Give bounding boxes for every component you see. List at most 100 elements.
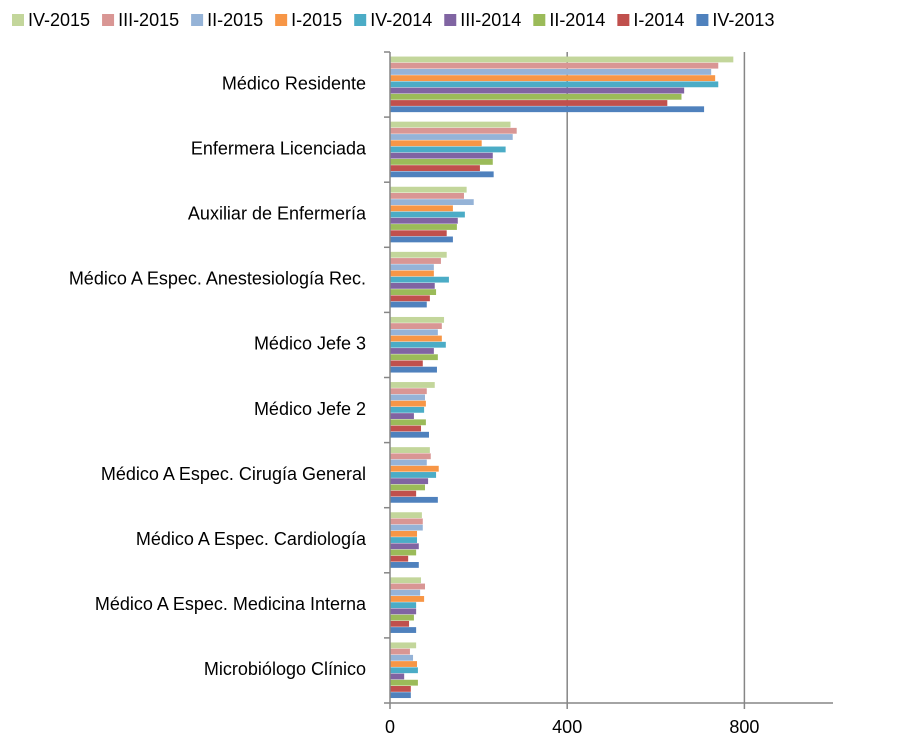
- y-tick-label: Médico Jefe 3: [254, 334, 366, 354]
- bar: [390, 341, 446, 348]
- bar: [390, 360, 423, 367]
- bar: [390, 577, 422, 584]
- bar: [390, 388, 427, 395]
- bar: [390, 394, 425, 401]
- bar: [390, 524, 423, 531]
- legend-label: I-2015: [291, 10, 342, 30]
- bar: [390, 68, 712, 75]
- bar: [390, 673, 405, 680]
- legend-label: III-2015: [118, 10, 179, 30]
- bar: [390, 543, 419, 550]
- bar: [390, 276, 449, 283]
- bar: [390, 400, 426, 407]
- bar: [390, 81, 719, 88]
- bar: [390, 100, 668, 106]
- bar: [390, 627, 417, 633]
- legend-swatch: [444, 14, 457, 26]
- bar: [390, 484, 425, 491]
- bar: [390, 562, 419, 568]
- bar: [390, 329, 438, 336]
- y-tick-label: Médico A Espec. Cardiología: [136, 529, 367, 549]
- bar: [390, 472, 437, 478]
- bar: [390, 264, 434, 271]
- bar: [390, 270, 434, 277]
- bar: [390, 236, 453, 243]
- legend-swatch: [354, 14, 367, 26]
- bar: [390, 192, 464, 199]
- bar: [390, 366, 437, 373]
- bar: [390, 121, 511, 128]
- bar: [390, 642, 417, 649]
- bar: [390, 530, 418, 537]
- bar: [390, 555, 409, 562]
- bar: [390, 87, 685, 94]
- legend-label: II-2014: [549, 10, 605, 30]
- y-tick-label: Médico Residente: [222, 73, 366, 93]
- bar: [390, 654, 414, 661]
- bar: [390, 295, 430, 302]
- bar: [390, 152, 493, 159]
- bar: [390, 413, 414, 419]
- y-tick-label: Enfermera Licenciada: [191, 138, 367, 158]
- bar: [390, 406, 425, 413]
- bar: [390, 589, 421, 596]
- bar: [390, 335, 442, 342]
- bar: [390, 620, 410, 627]
- legend-swatch: [275, 14, 288, 26]
- bar: [390, 465, 439, 472]
- legend-swatch: [696, 14, 709, 26]
- bar: [390, 478, 429, 485]
- bar: [390, 354, 438, 361]
- bar: [390, 496, 438, 503]
- legend-swatch: [12, 14, 24, 26]
- bar: [390, 211, 465, 218]
- bar: [390, 224, 457, 230]
- bar: [390, 106, 705, 113]
- bar: [390, 316, 445, 323]
- bar: [390, 134, 513, 140]
- bar: [390, 158, 493, 165]
- legend-label: II-2015: [207, 10, 263, 30]
- bar: [390, 661, 418, 667]
- legend-label: I-2014: [633, 10, 684, 30]
- bar: [390, 431, 429, 438]
- legend-swatch: [191, 14, 204, 26]
- bar: [390, 217, 458, 224]
- bar: [390, 62, 719, 69]
- bar: [390, 205, 453, 212]
- bar: [390, 230, 447, 237]
- bar: [390, 382, 435, 388]
- bar: [390, 549, 417, 556]
- bar: [390, 251, 447, 258]
- bar: [390, 75, 716, 82]
- bar: [390, 289, 437, 296]
- legend-swatch: [533, 14, 546, 26]
- legend-label: III-2014: [460, 10, 521, 30]
- bar: [390, 186, 467, 193]
- legend-label: IV-2014: [370, 10, 432, 30]
- legend-label: IV-2013: [712, 10, 774, 30]
- bar: [390, 537, 418, 543]
- bar: [390, 301, 427, 308]
- bar: [390, 596, 425, 602]
- x-tick-label: 0: [385, 717, 395, 736]
- y-tick-label: Auxiliar de Enfermería: [188, 204, 367, 224]
- y-tick-label: Médico A Espec. Anestesiología Rec.: [69, 269, 366, 289]
- y-tick-label: Microbiólogo Clínico: [204, 659, 366, 679]
- bar: [390, 258, 441, 264]
- x-tick-label: 400: [552, 717, 582, 736]
- x-tick-label: 800: [729, 717, 759, 736]
- bar: [390, 490, 417, 497]
- legend-swatch: [102, 14, 115, 26]
- y-tick-label: Médico Jefe 2: [254, 399, 366, 419]
- y-tick-label: Médico A Espec. Cirugía General: [101, 464, 366, 484]
- bar: [390, 583, 425, 590]
- bar: [390, 692, 411, 699]
- bar: [390, 93, 682, 100]
- legend-label: IV-2015: [28, 10, 90, 30]
- bar: [390, 518, 423, 525]
- bar: [390, 608, 417, 615]
- bar: [390, 425, 422, 432]
- bar: [390, 165, 480, 172]
